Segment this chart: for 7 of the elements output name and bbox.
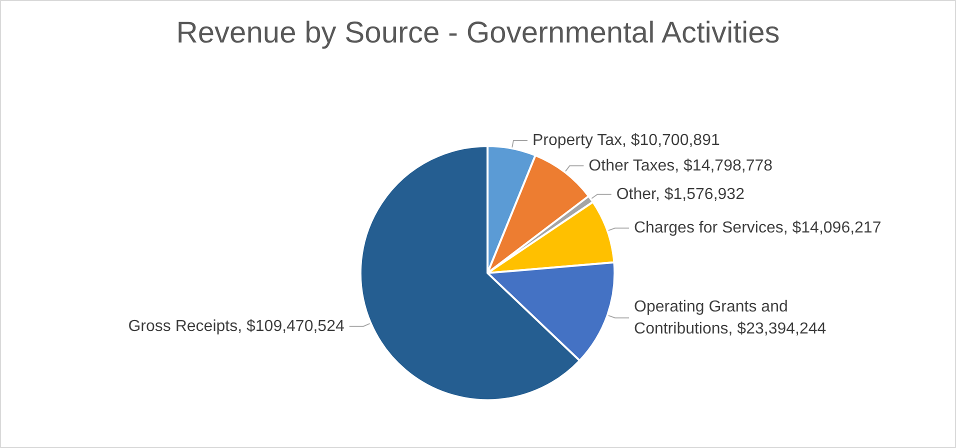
slice-label: Gross Receipts, $109,470,524: [128, 318, 344, 335]
slice-label: Property Tax, $10,700,891: [532, 132, 720, 149]
slice-label: Operating Grants and Contributions, $23,394,244: [634, 298, 826, 338]
slice-label: Other, $1,576,932: [616, 186, 745, 203]
chart-title: Revenue by Source - Governmental Activities: [176, 16, 780, 50]
slice-label: Other Taxes, $14,798,778: [588, 157, 773, 174]
slice-label: Charges for Services, $14,096,217: [634, 220, 882, 237]
